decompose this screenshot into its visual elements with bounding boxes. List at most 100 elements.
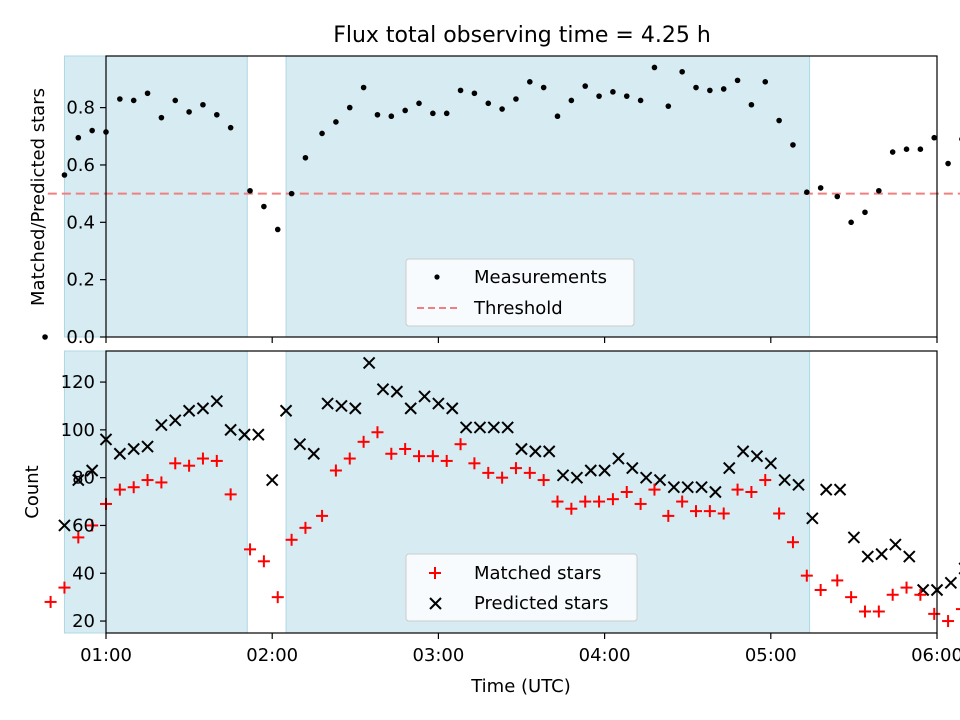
matched-stars-point: [537, 474, 550, 487]
matched-stars-point: [482, 466, 495, 479]
predicted-stars-point: [252, 428, 265, 441]
matched-stars-point: [299, 521, 312, 534]
top-legend: Measurements Threshold: [405, 258, 635, 327]
measurement-point: [623, 93, 630, 99]
matched-stars-point: [523, 466, 536, 479]
predicted-stars-point: [612, 452, 625, 465]
measurement-point: [430, 110, 436, 117]
matched-stars-points: [44, 426, 960, 628]
measurement-point: [227, 124, 234, 131]
measurement-points: [42, 64, 960, 340]
predicted-stars-point: [889, 538, 902, 551]
predicted-stars-point: [446, 402, 459, 415]
predicted-stars-point: [792, 478, 805, 492]
bottom-legend: Matched stars Predicted stars: [405, 553, 638, 622]
bottom-y-ticks: 20 40 60 80 100 120: [61, 372, 106, 632]
top-y-tick-label: 0.2: [66, 270, 95, 291]
measurement-point: [485, 100, 492, 107]
predicted-stars-point: [903, 550, 916, 563]
matched-stars-point: [593, 495, 606, 508]
matched-stars-point: [551, 495, 564, 508]
matched-stars-point: [676, 495, 689, 508]
predicted-stars-point: [307, 447, 320, 460]
measurement-point: [582, 83, 589, 89]
bottom-observing-window-1: [63, 350, 248, 634]
measurement-point: [513, 96, 519, 102]
bottom-y-tick-label: 40: [72, 563, 95, 584]
measurement-point: [457, 87, 464, 94]
matched-stars-point: [858, 605, 871, 618]
matched-stars-point: [141, 474, 154, 487]
measurement-point: [360, 84, 367, 91]
matched-stars-point: [285, 533, 298, 546]
matched-stars-point: [845, 591, 858, 604]
predicted-stars-point: [459, 421, 473, 434]
measurement-point: [748, 101, 755, 108]
matched-stars-point: [371, 426, 384, 439]
measurement-point: [637, 97, 644, 104]
bottom-panel: 20 40 60 80 100 120 01:00 02:00 03:00 04:00 05:00…: [22, 350, 960, 697]
matched-stars-point: [257, 555, 270, 568]
predicted-stars-point: [695, 481, 708, 494]
bottom-x-ticks: 01:00 02:00 03:00 04:00 05:00 06:00: [80, 633, 960, 666]
matched-stars-point: [343, 452, 356, 465]
legend-predicted-marker: [429, 597, 442, 610]
bottom-y-tick-label: 20: [72, 611, 95, 632]
predicted-stars-point: [238, 428, 251, 441]
predicted-stars-point: [265, 473, 279, 487]
measurement-point: [693, 84, 699, 91]
predicted-stars-point: [155, 418, 168, 432]
top-observing-window-1: [63, 55, 248, 338]
legend-measurements-marker: [434, 274, 440, 280]
top-x-ticks: [105, 337, 938, 343]
matched-stars-point: [634, 497, 647, 510]
measurement-point: [288, 190, 295, 197]
predicted-stars-point: [404, 402, 417, 415]
measurement-point: [610, 89, 616, 95]
measurement-point: [158, 114, 165, 121]
measurement-point: [931, 134, 938, 141]
predicted-stars-point: [141, 440, 154, 453]
matched-stars-point: [942, 615, 955, 628]
x-tick-label: 06:00: [911, 645, 960, 666]
matched-stars-point: [316, 509, 329, 522]
predicted-stars-point: [418, 390, 431, 403]
top-y-tick-label: 0.0: [66, 327, 95, 348]
measurement-point: [319, 130, 325, 137]
measurement-point: [776, 117, 782, 124]
measurement-point: [416, 100, 422, 107]
matched-stars-point: [72, 531, 85, 544]
bottom-axes-frame: [105, 350, 938, 634]
matched-stars-point: [113, 483, 126, 496]
predicted-stars-point: [861, 550, 874, 563]
measurement-point: [261, 203, 267, 210]
measurement-point: [596, 93, 602, 99]
matched-stars-point: [127, 481, 140, 494]
matched-stars-point: [703, 505, 716, 518]
predicted-stars-point: [335, 399, 348, 413]
top-axes-frame: [105, 55, 938, 338]
predicted-stars-point: [667, 481, 681, 494]
bottom-y-tick-label: 100: [61, 420, 95, 441]
predicted-stars-point: [321, 397, 334, 410]
matched-stars-point: [731, 483, 744, 496]
measurement-point: [527, 79, 533, 85]
measurement-point: [665, 103, 672, 109]
matched-stars-point: [814, 583, 827, 596]
predicted-stars-point: [639, 471, 653, 484]
matched-stars-point: [86, 519, 99, 532]
predicted-stars-point: [598, 464, 611, 477]
predicted-stars-point: [85, 464, 99, 477]
measurement-point: [471, 90, 478, 97]
top-y-tick-label: 0.8: [66, 98, 95, 119]
measurement-point: [651, 64, 658, 71]
measurement-point: [274, 226, 281, 233]
matched-stars-point: [196, 452, 209, 465]
predicted-stars-point: [362, 356, 376, 370]
matched-stars-point: [914, 588, 927, 601]
measurement-point: [61, 172, 68, 178]
bottom-y-tick-label: 80: [72, 468, 95, 489]
matched-stars-point: [831, 574, 844, 587]
matched-stars-point: [886, 588, 899, 601]
legend-matched-label: Matched stars: [474, 563, 601, 584]
